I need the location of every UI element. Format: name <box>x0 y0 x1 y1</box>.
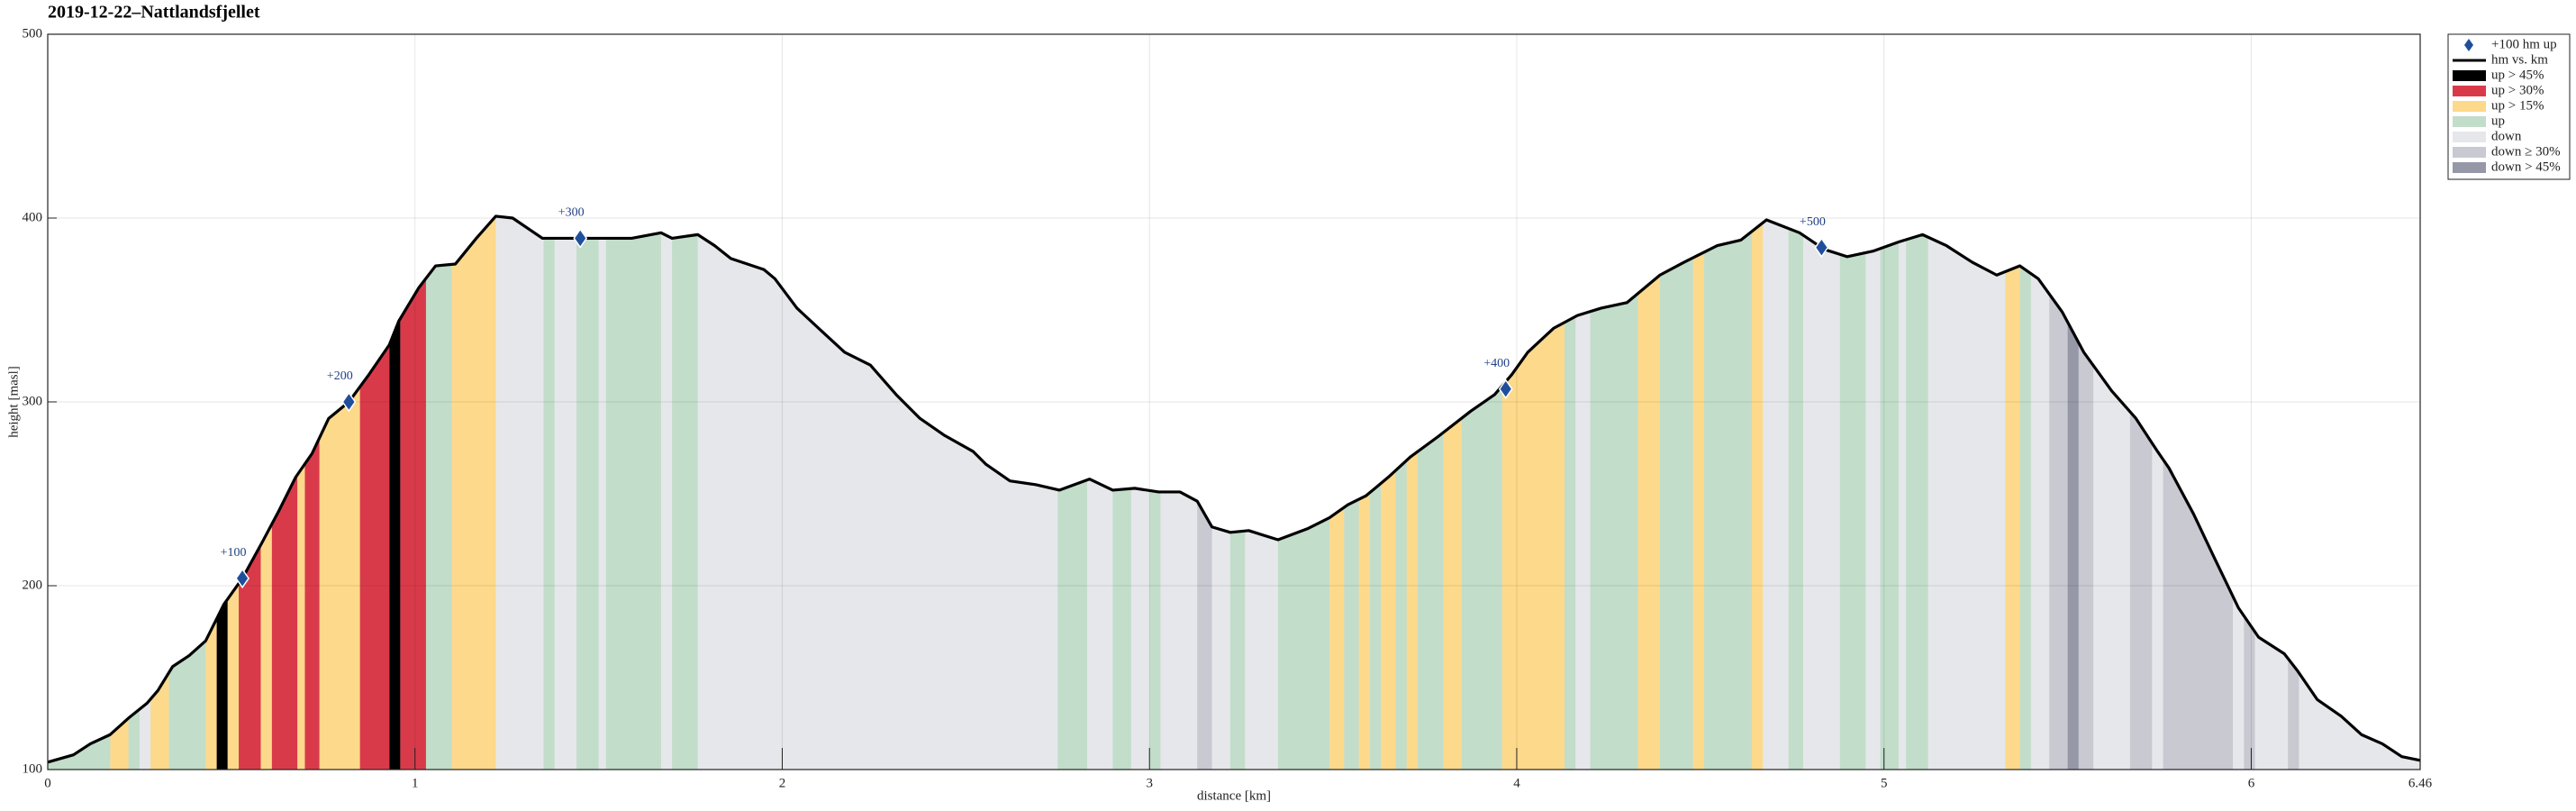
legend-label: hm vs. km <box>2491 52 2548 67</box>
milestone-label: +200 <box>327 369 353 383</box>
legend-label: down ≥ 30% <box>2491 144 2561 159</box>
segment <box>1703 215 1752 770</box>
segment <box>1788 215 1803 770</box>
legend-marker <box>2464 39 2473 51</box>
segment <box>2019 215 2031 770</box>
y-tick-label: 100 <box>23 761 43 776</box>
segment <box>1637 215 1660 770</box>
segment <box>1751 215 1764 770</box>
segment <box>1564 215 1576 770</box>
y-tick-label: 300 <box>23 394 43 408</box>
chart-title: 2019-12-22–Nattlandsfjellet <box>48 3 260 23</box>
x-tick-label: 6.46 <box>2408 776 2433 790</box>
segment <box>2067 215 2079 770</box>
y-tick-label: 200 <box>23 578 43 592</box>
legend-label: up > 45% <box>2491 68 2544 82</box>
segment <box>605 215 661 770</box>
segment <box>1880 215 1900 770</box>
segment <box>543 215 555 770</box>
y-axis-label: height [masl] <box>6 366 21 438</box>
legend-swatch <box>2453 86 2486 96</box>
x-tick-label: 6 <box>2248 776 2255 790</box>
legend-swatch <box>2453 116 2486 127</box>
segment <box>451 215 496 770</box>
axes-frame <box>47 33 2421 770</box>
segment <box>1692 215 1704 770</box>
milestone-label: +300 <box>558 206 585 220</box>
milestone-marker <box>1814 237 1829 258</box>
x-tick-label: 0 <box>44 776 51 790</box>
segment <box>672 215 698 770</box>
x-tick-label: 5 <box>1881 776 1888 790</box>
y-tick-label: 500 <box>23 26 43 41</box>
legend-label: down > 45% <box>2491 159 2561 174</box>
milestone-marker <box>341 391 357 413</box>
milestone-label: +400 <box>1483 357 1510 370</box>
segment <box>1906 215 1928 770</box>
milestone-marker <box>573 228 588 249</box>
milestone-label: +500 <box>1800 215 1826 229</box>
legend-swatch <box>2453 162 2486 173</box>
segment <box>2005 215 2020 770</box>
legend-label: +100 hm up <box>2491 37 2557 51</box>
legend-label: up <box>2491 114 2505 128</box>
x-tick-label: 2 <box>779 776 786 790</box>
segment <box>1659 215 1693 770</box>
x-tick-label: 4 <box>1513 776 1520 790</box>
segment <box>297 215 305 770</box>
segment <box>389 215 401 770</box>
x-tick-label: 1 <box>412 776 419 790</box>
legend-swatch <box>2453 101 2486 112</box>
segment <box>1839 215 1866 770</box>
segment <box>2049 215 2068 770</box>
segment <box>576 215 599 770</box>
y-tick-label: 400 <box>23 210 43 224</box>
milestone-marker <box>235 568 250 589</box>
x-tick-label: 3 <box>1146 776 1153 790</box>
legend-swatch <box>2453 147 2486 158</box>
legend-swatch <box>2453 70 2486 81</box>
x-axis-label: distance [km] <box>1197 788 1271 803</box>
milestone-label: +100 <box>221 546 247 560</box>
legend-label: down <box>2491 129 2522 143</box>
segment <box>425 215 452 770</box>
milestone-marker <box>1498 378 1513 400</box>
legend-label: up > 30% <box>2491 83 2544 97</box>
legend-label: up > 15% <box>2491 98 2544 113</box>
legend-swatch <box>2453 132 2486 142</box>
profile-line <box>47 214 2421 764</box>
